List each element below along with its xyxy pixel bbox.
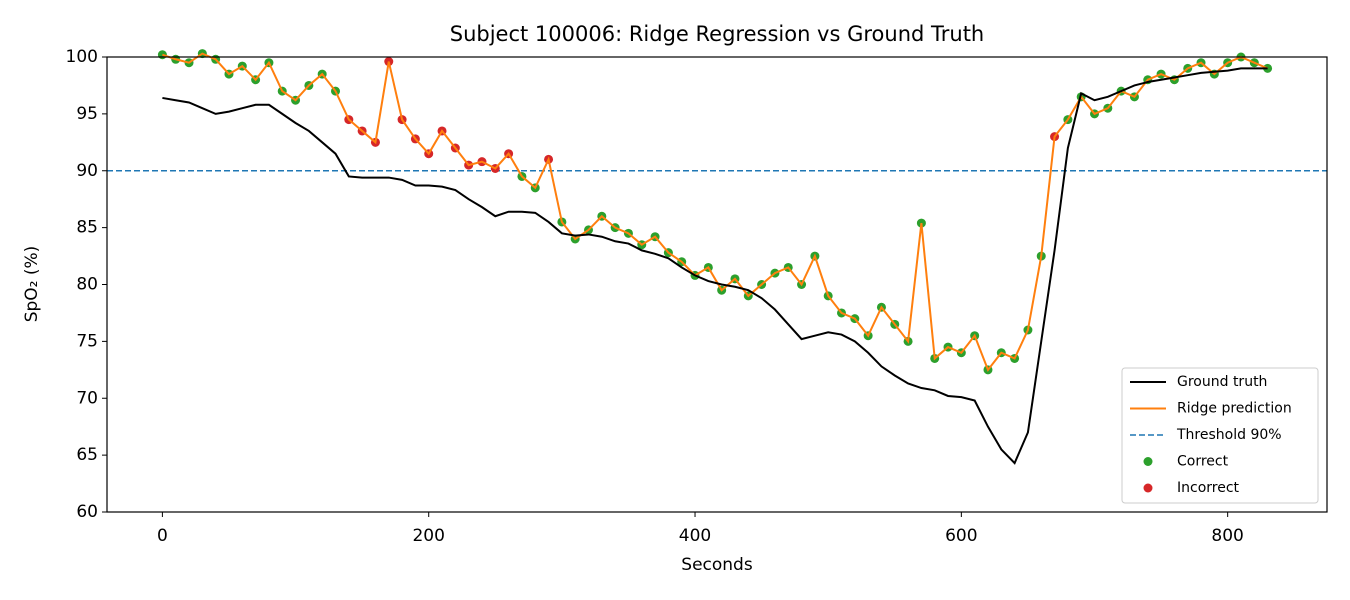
- y-tick-label: 85: [76, 218, 98, 238]
- legend-label: Correct: [1177, 454, 1229, 470]
- y-tick-label: 70: [76, 388, 98, 408]
- y-axis-label: SpO₂ (%): [22, 246, 42, 323]
- legend-marker: [1143, 483, 1153, 493]
- y-tick-label: 80: [76, 275, 98, 295]
- plot-area: [107, 49, 1327, 465]
- legend-marker: [1143, 457, 1153, 466]
- x-tick-label: 800: [1211, 526, 1243, 546]
- y-tick-label: 95: [76, 104, 98, 124]
- chart-title: Subject 100006: Ridge Regression vs Grou…: [450, 22, 985, 46]
- x-tick-label: 600: [945, 526, 977, 546]
- x-tick-label: 0: [157, 526, 168, 546]
- y-tick-label: 90: [76, 161, 98, 181]
- y-tick-label: 60: [76, 502, 98, 522]
- legend-label: Threshold 90%: [1176, 427, 1282, 443]
- legend-label: Ridge prediction: [1177, 401, 1292, 417]
- x-tick-label: 400: [679, 526, 711, 546]
- legend-box: [1121, 367, 1319, 504]
- y-tick-label: 75: [76, 331, 98, 351]
- y-tick-label: 65: [76, 445, 98, 465]
- y-tick-label: 100: [66, 47, 98, 67]
- x-axis-label: Seconds: [681, 555, 753, 575]
- legend-label: Ground truth: [1177, 374, 1267, 390]
- legend-label: Incorrect: [1177, 480, 1240, 496]
- x-tick-label: 200: [412, 526, 444, 546]
- legend: Ground truth Ridge prediction Threshold 90…: [1121, 367, 1319, 504]
- data-line: [162, 52, 1269, 372]
- data-line: [162, 67, 1268, 465]
